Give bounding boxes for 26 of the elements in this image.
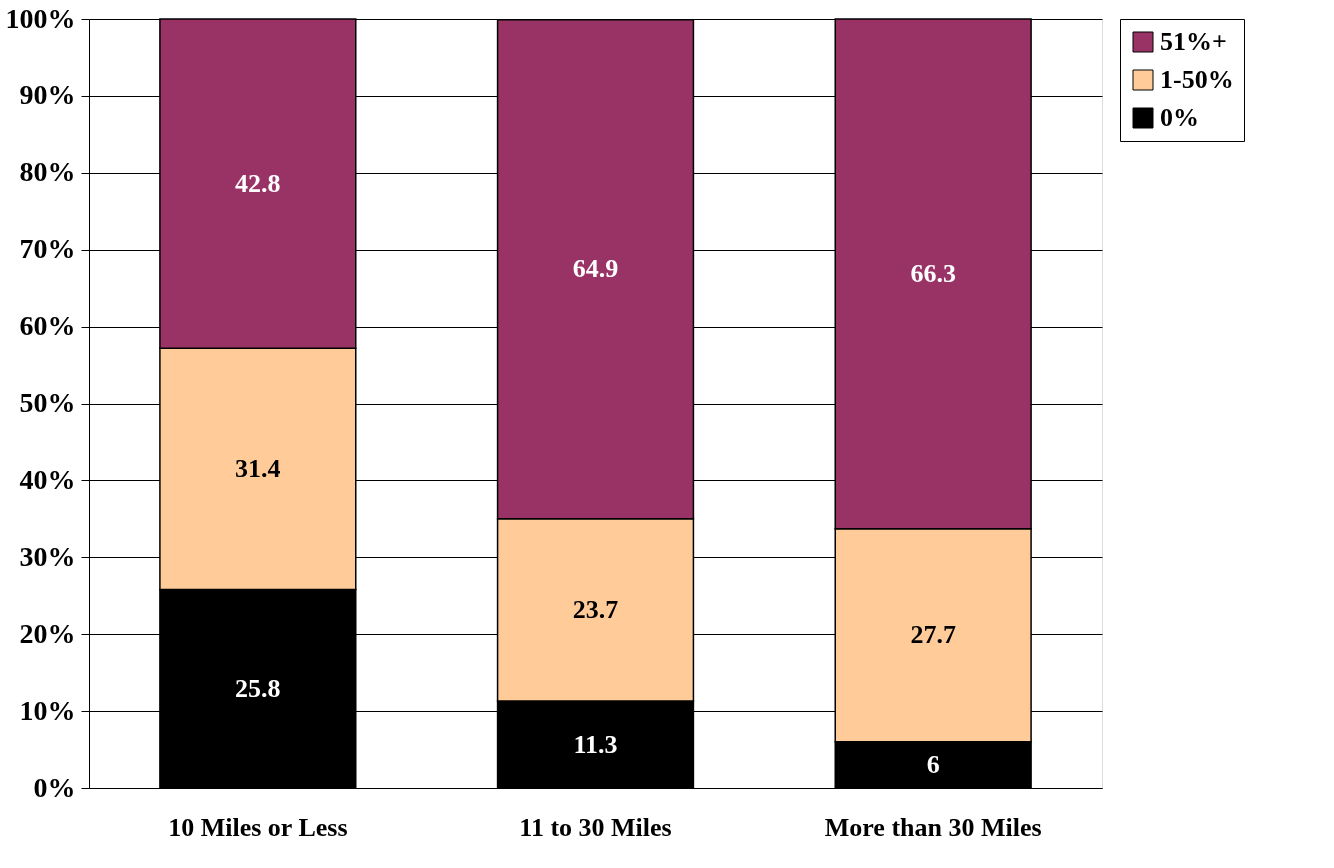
data-label: 11.3 (573, 729, 618, 759)
data-label: 6 (926, 749, 940, 779)
data-label: 66.3 (910, 258, 956, 288)
y-tick-label: 0% (33, 771, 76, 803)
y-tick-label: 50% (19, 387, 76, 418)
legend-label: 0% (1160, 103, 1199, 132)
legend-label: 1-50% (1160, 65, 1234, 94)
data-label: 27.7 (910, 620, 956, 650)
data-label: 31.4 (235, 453, 281, 483)
data-label: 42.8 (235, 168, 281, 198)
y-tick-label: 30% (19, 540, 76, 572)
x-tick-label: 11 to 30 Miles (519, 812, 672, 842)
y-tick-label: 20% (19, 617, 76, 649)
y-tick-label: 10% (19, 694, 76, 726)
legend-label: 51%+ (1160, 27, 1227, 56)
x-tick-label: More than 30 Miles (824, 812, 1042, 842)
data-label: 23.7 (572, 594, 619, 624)
data-label: 25.8 (235, 673, 281, 703)
data-label: 64.9 (572, 254, 619, 284)
x-tick-label: 10 Miles or Less (168, 812, 348, 842)
y-tick-label: 40% (19, 463, 76, 495)
y-tick-label: 80% (19, 156, 76, 188)
y-tick-label: 100% (5, 2, 76, 34)
y-tick-label: 90% (19, 79, 76, 111)
y-tick-label: 70% (19, 233, 76, 265)
y-tick-label: 60% (19, 310, 76, 342)
